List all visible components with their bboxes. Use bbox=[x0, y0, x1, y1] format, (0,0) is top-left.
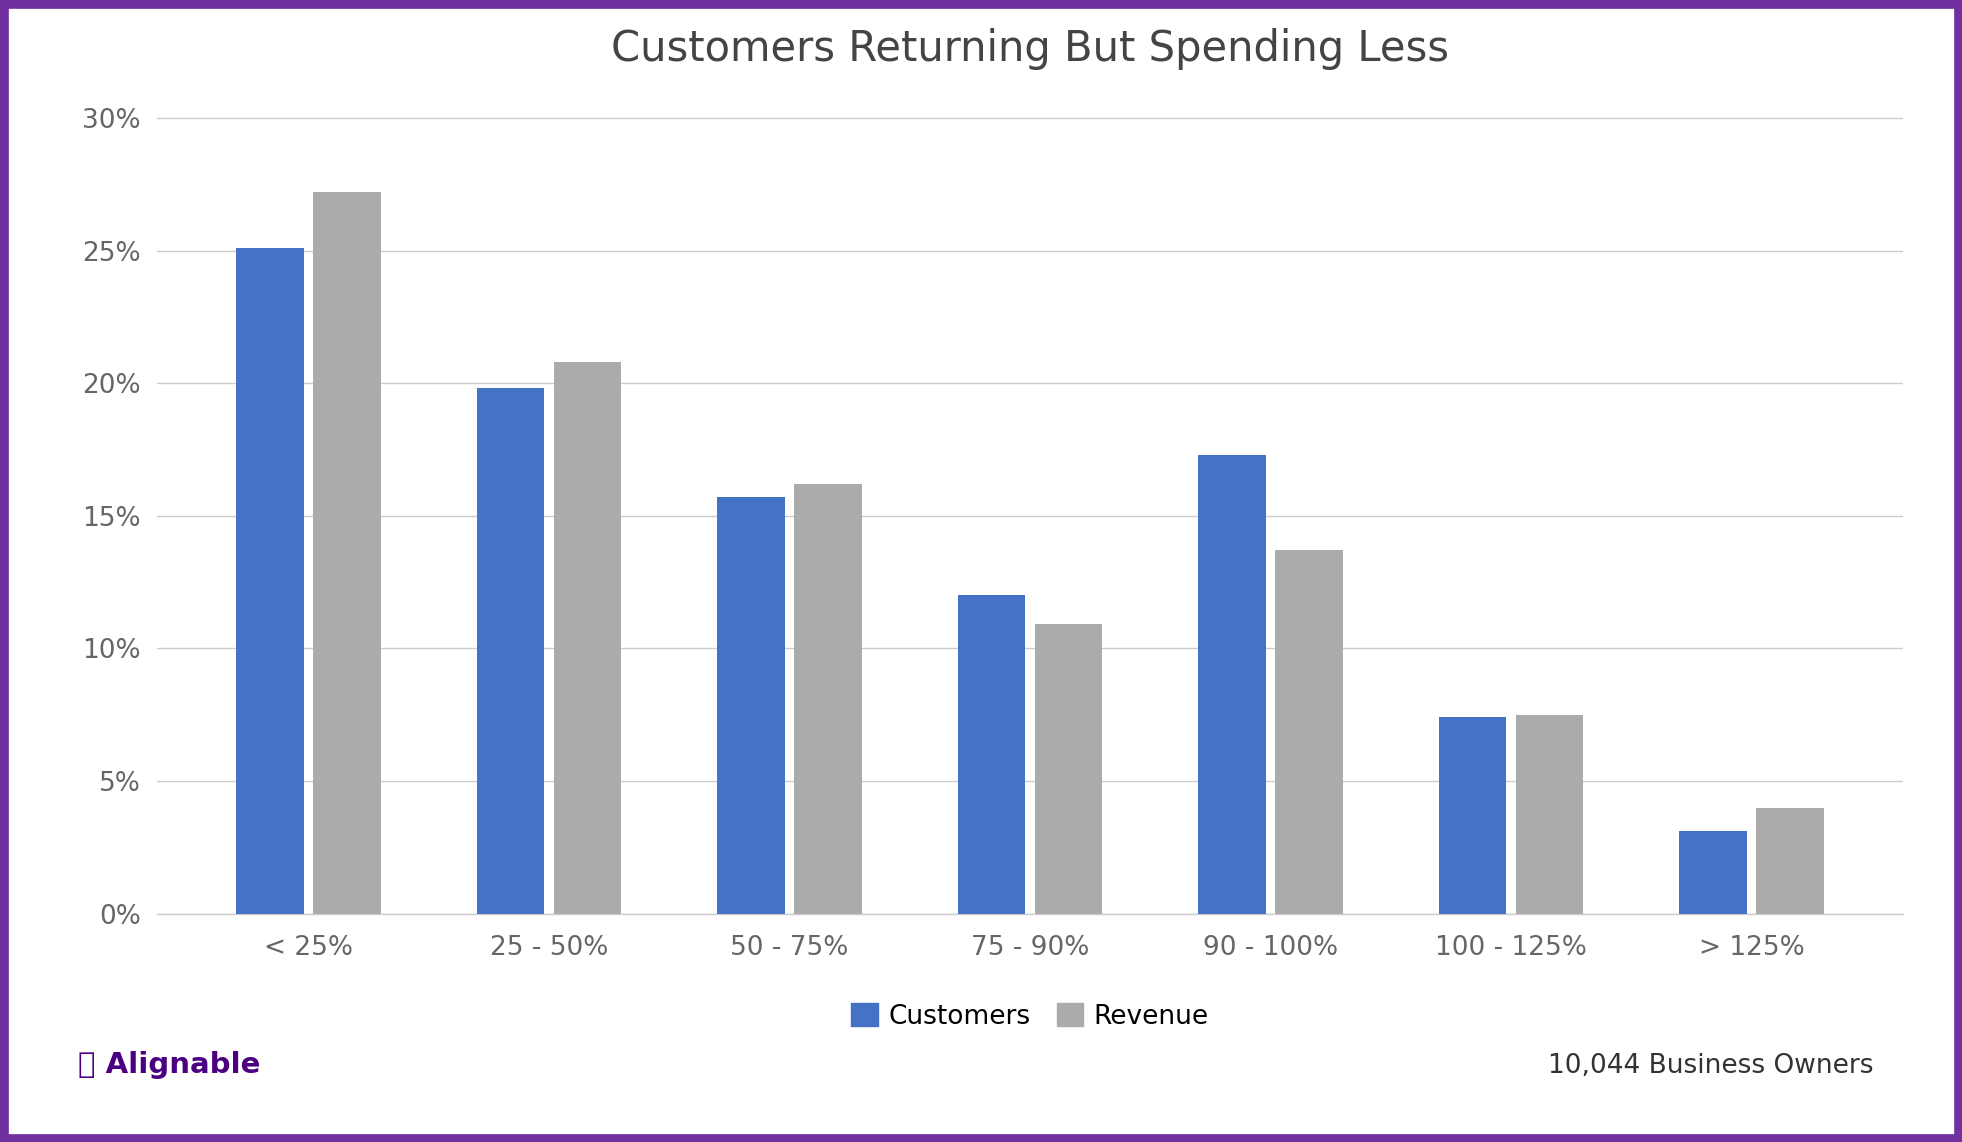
Bar bbox=[235, 248, 304, 914]
Bar bbox=[718, 497, 785, 914]
Bar bbox=[1756, 807, 1825, 914]
Text: Ⓜ Alignable: Ⓜ Alignable bbox=[78, 1051, 261, 1079]
Bar bbox=[1275, 550, 1342, 914]
Bar bbox=[1517, 715, 1583, 914]
Bar bbox=[553, 362, 622, 914]
Text: 10,044 Business Owners: 10,044 Business Owners bbox=[1548, 1053, 1874, 1079]
Bar bbox=[1199, 455, 1265, 914]
Legend: Customers, Revenue: Customers, Revenue bbox=[842, 992, 1218, 1040]
Bar bbox=[314, 192, 381, 914]
Bar bbox=[795, 484, 861, 914]
Bar bbox=[1679, 831, 1746, 914]
Bar bbox=[477, 388, 543, 914]
Bar bbox=[1034, 625, 1103, 914]
Bar bbox=[957, 595, 1026, 914]
Bar bbox=[1438, 717, 1507, 914]
Title: Customers Returning But Spending Less: Customers Returning But Spending Less bbox=[610, 27, 1450, 70]
